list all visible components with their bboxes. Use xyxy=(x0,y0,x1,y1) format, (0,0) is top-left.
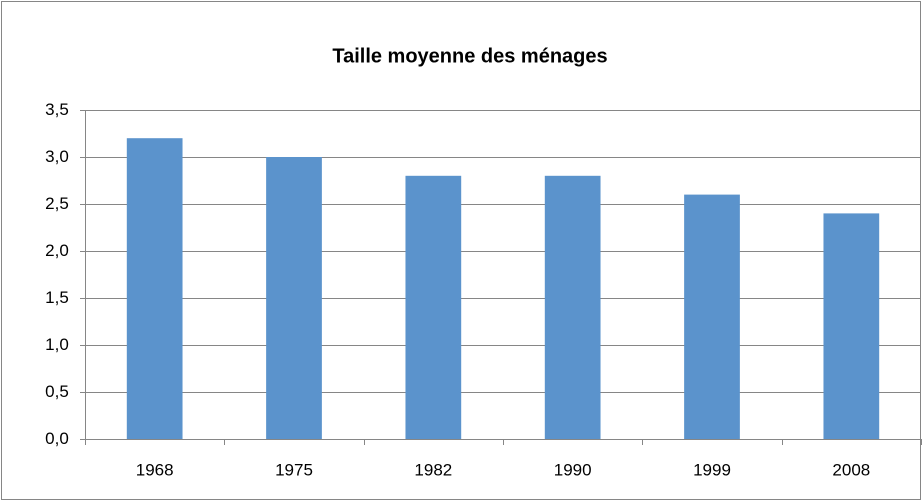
x-tick-label: 1975 xyxy=(275,460,313,479)
x-tick-label: 1990 xyxy=(554,460,592,479)
y-tick-label: 0,0 xyxy=(45,429,69,448)
bar xyxy=(405,175,462,440)
bar xyxy=(823,213,880,439)
bar xyxy=(684,194,740,439)
y-tick-label: 1,0 xyxy=(45,335,69,354)
y-tick-label: 3,0 xyxy=(45,147,69,166)
bar xyxy=(544,175,601,440)
y-tick-label: 3,5 xyxy=(45,100,69,119)
x-tick-label: 2008 xyxy=(832,460,870,479)
x-tick-label: 1999 xyxy=(693,460,731,479)
y-tick-label: 0,5 xyxy=(45,382,69,401)
y-tick-label: 2,5 xyxy=(45,194,69,213)
y-tick-label: 2,0 xyxy=(45,241,69,260)
bar xyxy=(266,157,322,439)
x-tick-label: 1982 xyxy=(414,460,452,479)
bar xyxy=(126,138,183,439)
x-tick-label: 1968 xyxy=(136,460,174,479)
chart-title: Taille moyenne des ménages xyxy=(332,45,607,67)
y-tick-label: 1,5 xyxy=(45,288,69,307)
